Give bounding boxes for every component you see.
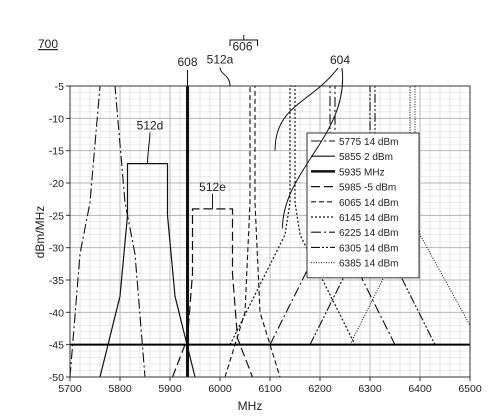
axes: 5700 5800 5900 6000 6100 6200 6300 6400 6500 -5 -1… bbox=[49, 81, 482, 395]
annotation-608-label: 608 bbox=[177, 55, 197, 69]
annotation-512d-leader bbox=[147, 132, 151, 164]
legend-label-6: 6225 14 dBm bbox=[339, 228, 399, 239]
y-tick-label: -35 bbox=[49, 275, 64, 287]
figure-label: 700 bbox=[38, 37, 58, 51]
annotation-512e-label: 512e bbox=[199, 180, 226, 194]
x-axis-label: MHz bbox=[238, 399, 263, 413]
x-tick-label: 6100 bbox=[258, 383, 282, 395]
legend-label-1: 5855 2 dBm bbox=[339, 152, 393, 163]
annotation-512a-label: 512a bbox=[207, 52, 234, 66]
legend: 5775 14 dBm 5855 2 dBm 5935 MHz 5985 -5 dBm… bbox=[306, 132, 420, 279]
annotation-606-bracket bbox=[229, 35, 258, 46]
x-tick-label: 6300 bbox=[358, 383, 382, 395]
x-tick-label: 6400 bbox=[408, 383, 432, 395]
x-tick-label: 5800 bbox=[108, 383, 132, 395]
x-tick-label: 6500 bbox=[458, 383, 482, 395]
y-tick-label: -30 bbox=[49, 243, 64, 255]
legend-label-0: 5775 14 dBm bbox=[339, 137, 399, 148]
legend-label-5: 6145 14 dBm bbox=[339, 213, 399, 224]
y-axis-label: dBm/MHz bbox=[33, 206, 47, 259]
annotation-512d-label: 512d bbox=[137, 118, 164, 132]
annotation-604-leader-2 bbox=[282, 67, 344, 229]
annotation-512a-leader bbox=[219, 67, 231, 87]
y-tick-label: -25 bbox=[49, 210, 64, 222]
x-tick-label: 6000 bbox=[208, 383, 232, 395]
annotation-604-label: 604 bbox=[330, 53, 350, 67]
x-tick-label: 6200 bbox=[308, 383, 332, 395]
y-tick-label: -20 bbox=[49, 178, 64, 190]
annotation-604-leader-1 bbox=[274, 67, 339, 151]
y-tick-label: -45 bbox=[49, 340, 64, 352]
series-line-5 bbox=[229, 85, 356, 345]
legend-label-3: 5985 -5 dBm bbox=[339, 183, 396, 194]
series-line-3 bbox=[171, 208, 254, 378]
legend-label-8: 6385 14 dBm bbox=[339, 259, 399, 270]
annotation-606-label: 606 bbox=[232, 39, 252, 53]
legend-label-4: 6065 14 dBm bbox=[339, 198, 399, 209]
y-tick-label: -50 bbox=[49, 372, 64, 384]
x-tick-label: 5700 bbox=[58, 383, 82, 395]
legend-label-7: 6305 14 dBm bbox=[339, 243, 399, 254]
series-line-4 bbox=[224, 85, 281, 378]
legend-label-2: 5935 MHz bbox=[339, 167, 385, 178]
legend-box bbox=[306, 132, 420, 279]
y-tick-label: -15 bbox=[49, 146, 64, 158]
y-tick-label: -5 bbox=[55, 81, 64, 93]
y-tick-label: -40 bbox=[49, 307, 64, 319]
x-tick-label: 5900 bbox=[158, 383, 182, 395]
series-line-0 bbox=[69, 85, 146, 378]
y-tick-label: -10 bbox=[49, 113, 64, 125]
